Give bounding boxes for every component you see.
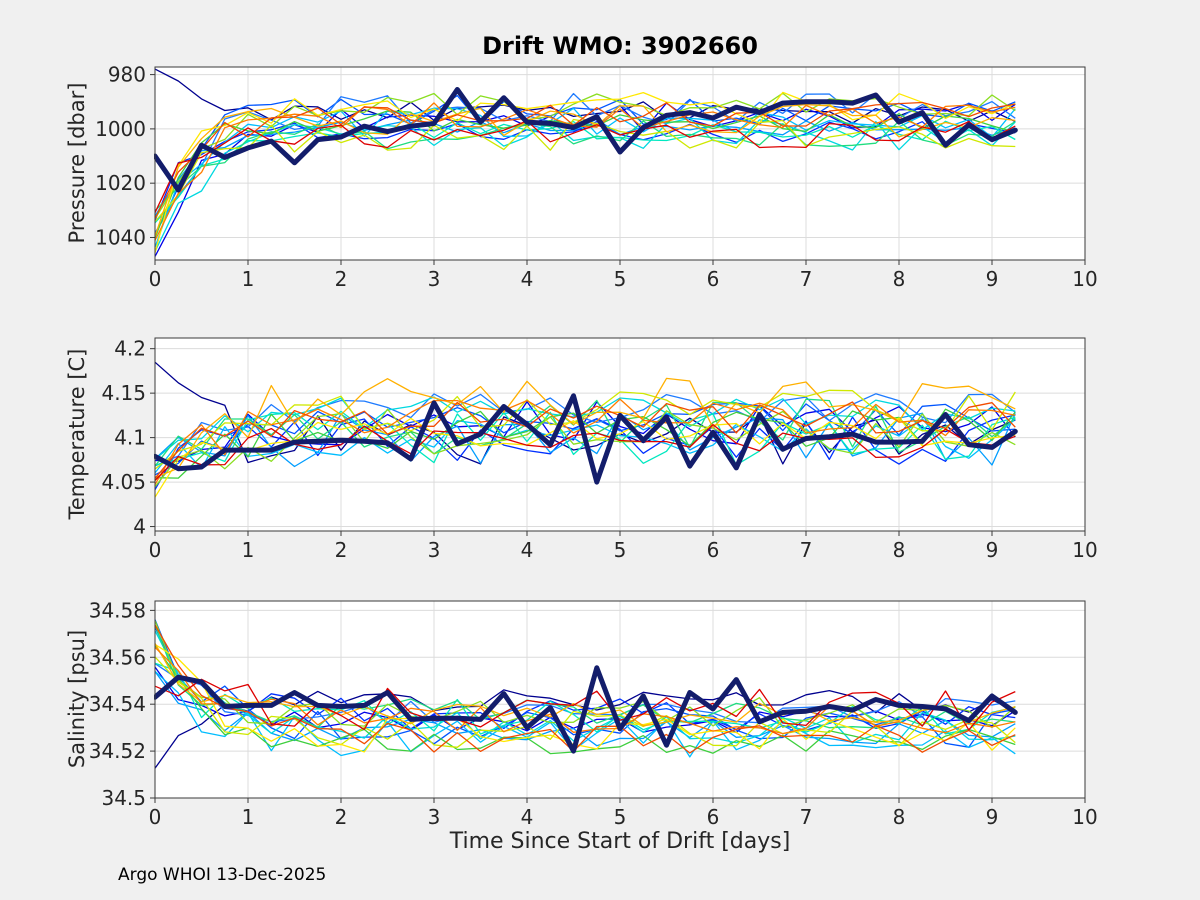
pressure-profile-line <box>154 117 1016 252</box>
pressure-xtick-label: 0 <box>149 267 162 291</box>
salinity-profile-line <box>154 646 1016 735</box>
temperature-xtick-label: 3 <box>428 538 441 562</box>
temperature-xtick-label: 0 <box>149 538 162 562</box>
pressure-profile-line <box>154 120 1016 212</box>
temperature-series-lines <box>154 361 1018 498</box>
salinity-xtick-label: 8 <box>893 805 906 829</box>
pressure-ytick-label: 980 <box>108 63 146 87</box>
pressure-xtick-label: 6 <box>707 267 720 291</box>
salinity-profile-line <box>154 645 1016 755</box>
salinity-xtick-label: 2 <box>335 805 348 829</box>
temperature-xtick-label: 6 <box>707 538 720 562</box>
pressure-series-lines <box>154 68 1018 257</box>
salinity-xtick-label: 6 <box>707 805 720 829</box>
salinity-profile-line <box>154 678 1016 731</box>
pressure-xtick-label: 10 <box>1072 267 1097 291</box>
salinity-axis-label: Salinity [psu] <box>65 629 89 769</box>
temperature-profile-line <box>154 401 1016 479</box>
temperature-axis-label: Temperature [C] <box>65 348 89 520</box>
pressure-xtick-label: 2 <box>335 267 348 291</box>
temperature-xtick-label: 7 <box>800 538 813 562</box>
salinity-profile-line <box>154 624 1016 754</box>
salinity-xtick-label: 9 <box>986 805 999 829</box>
pressure-profile-line <box>154 120 1016 213</box>
salinity-xtick-label: 10 <box>1072 805 1097 829</box>
figure-title: Drift WMO: 3902660 <box>482 32 758 60</box>
pressure-xtick-label: 1 <box>242 267 255 291</box>
watermark-text: Argo WHOI 13-Dec-2025 <box>118 865 327 885</box>
salinity-ytick-label: 34.56 <box>89 645 146 669</box>
pressure-profile-line <box>154 110 1016 239</box>
salinity-xtick-label: 4 <box>521 805 534 829</box>
salinity-xtick-label: 1 <box>242 805 255 829</box>
pressure-ytick-label: 1020 <box>95 171 146 195</box>
temperature-xtick-label: 2 <box>335 538 348 562</box>
x-axis-label: Time Since Start of Drift [days] <box>449 829 791 854</box>
pressure-xtick-label: 7 <box>800 267 813 291</box>
salinity-ytick-label: 34.58 <box>89 598 146 622</box>
temperature-profile-line <box>154 389 1016 470</box>
temperature-xtick-label: 10 <box>1072 538 1097 562</box>
salinity-xtick-label: 0 <box>149 805 162 829</box>
pressure-profile-line <box>154 94 1016 236</box>
pressure-ytick-label: 1000 <box>95 117 146 141</box>
salinity-xtick-label: 3 <box>428 805 441 829</box>
temperature-xtick-label: 1 <box>242 538 255 562</box>
pressure-xtick-label: 3 <box>428 267 441 291</box>
temperature-profile-line <box>154 396 1016 460</box>
temperature-ytick-label: 4.1 <box>114 426 146 450</box>
pressure-axis-label: Pressure [dbar] <box>65 82 89 244</box>
temperature-ytick-label: 4 <box>133 515 146 539</box>
pressure-xtick-label: 9 <box>986 267 999 291</box>
temperature-mean-line <box>154 393 1018 485</box>
pressure-xtick-label: 5 <box>614 267 627 291</box>
salinity-profile-line <box>154 671 1016 747</box>
salinity-xtick-label: 7 <box>800 805 813 829</box>
temperature-xtick-label: 8 <box>893 538 906 562</box>
temperature-profile-line <box>154 398 1016 485</box>
pressure-profile-line <box>154 101 1016 219</box>
pressure-ytick-label: 1040 <box>95 225 146 249</box>
temperature-ytick-label: 4.2 <box>114 337 146 361</box>
temperature-xtick-label: 9 <box>986 538 999 562</box>
salinity-profile-line <box>154 662 1016 735</box>
salinity-ytick-label: 34.54 <box>89 692 146 716</box>
salinity-profile-line <box>154 643 1016 753</box>
salinity-mean-line <box>154 665 1018 754</box>
salinity-series-lines <box>154 619 1018 769</box>
temperature-profile-line <box>154 377 1016 479</box>
pressure-mean-line <box>154 87 1018 193</box>
pressure-xtick-label: 4 <box>521 267 534 291</box>
temperature-xtick-label: 5 <box>614 538 627 562</box>
temperature-xtick-label: 4 <box>521 538 534 562</box>
salinity-ytick-label: 34.5 <box>101 786 146 810</box>
salinity-xtick-label: 5 <box>614 805 627 829</box>
pressure-xtick-label: 8 <box>893 267 906 291</box>
salinity-ytick-label: 34.52 <box>89 739 146 763</box>
temperature-ytick-label: 4.05 <box>101 470 146 494</box>
temperature-ytick-label: 4.15 <box>101 381 146 405</box>
pressure-profile-line <box>154 102 1016 241</box>
